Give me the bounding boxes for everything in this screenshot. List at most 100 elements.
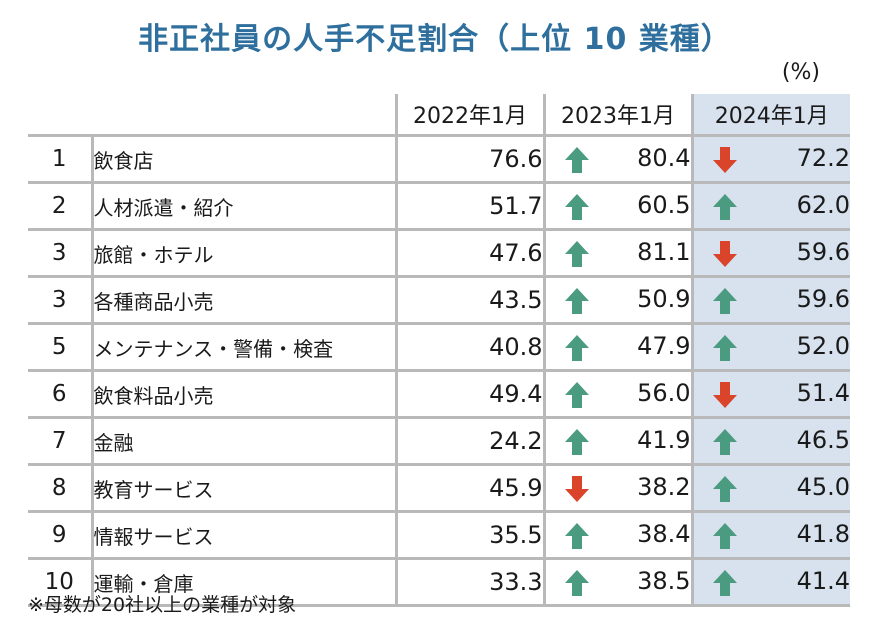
arrow-up-icon [564, 194, 589, 220]
value-2023: 38.2 [637, 473, 691, 501]
value-2022: 51.7 [489, 192, 543, 220]
value-2022: 40.8 [489, 333, 543, 361]
table-row: 7 金融 24.2 41.9 46.5 [28, 417, 850, 466]
value-2023-cell: 50.9 [544, 276, 694, 325]
value-2023: 38.4 [637, 520, 691, 548]
value-2023: 50.9 [637, 285, 691, 313]
industry-cell: 情報サービス [92, 511, 398, 560]
arrow-up-icon [564, 429, 589, 455]
value-2024-cell: 59.6 [692, 276, 850, 325]
value-2024: 52.0 [796, 332, 850, 360]
value-2023: 41.9 [637, 426, 691, 454]
value-2022-cell: 47.6 [396, 229, 546, 278]
rank-cell: 5 [28, 323, 94, 372]
value-2022-cell: 33.3 [396, 558, 546, 607]
value-2024: 41.8 [796, 520, 850, 548]
value-2024: 51.4 [796, 379, 850, 407]
arrow-up-icon [564, 523, 589, 549]
value-2022: 43.5 [489, 286, 543, 314]
arrow-up-icon [564, 382, 589, 408]
value-2024: 59.6 [796, 238, 850, 266]
arrow-up-icon [712, 429, 737, 455]
value-2022-cell: 45.9 [396, 464, 546, 513]
value-2023-cell: 38.5 [544, 558, 694, 607]
table-body: 1 飲食店 76.6 80.4 72.2 2 人材派遣・紹介 51.7 60.5 62.0 3 旅館・… [28, 135, 850, 607]
page-title: 非正社員の人手不足割合（上位 10 業種） [138, 22, 732, 57]
rank-cell: 3 [28, 229, 94, 278]
rank-cell: 1 [28, 135, 94, 184]
unit-label: (%) [781, 60, 820, 85]
header-2022: 2022年1月 [394, 94, 544, 137]
value-2022-cell: 49.4 [396, 370, 546, 419]
value-2024: 72.2 [796, 144, 850, 172]
value-2023: 80.4 [637, 144, 691, 172]
rank-cell: 8 [28, 464, 94, 513]
value-2024-cell: 45.0 [692, 464, 850, 513]
industry-cell: 人材派遣・紹介 [92, 182, 398, 231]
industry-cell: メンテナンス・警備・検査 [92, 323, 398, 372]
value-2022: 45.9 [489, 474, 543, 502]
value-2023: 60.5 [637, 191, 691, 219]
value-2022: 35.5 [489, 521, 543, 549]
value-2023-cell: 41.9 [544, 417, 694, 466]
value-2022-cell: 24.2 [396, 417, 546, 466]
industry-cell: 金融 [92, 417, 398, 466]
value-2022-cell: 76.6 [396, 135, 546, 184]
industry-cell: 教育サービス [92, 464, 398, 513]
table-row: 1 飲食店 76.6 80.4 72.2 [28, 135, 850, 184]
arrow-down-icon [712, 382, 737, 408]
rank-cell: 3 [28, 276, 94, 325]
value-2023-cell: 38.4 [544, 511, 694, 560]
arrow-up-icon [712, 335, 737, 361]
value-2024-cell: 72.2 [692, 135, 850, 184]
table-row: 2 人材派遣・紹介 51.7 60.5 62.0 [28, 182, 850, 231]
rank-cell: 7 [28, 417, 94, 466]
value-2024: 62.0 [796, 191, 850, 219]
value-2024-cell: 46.5 [692, 417, 850, 466]
industry-cell: 飲食料品小売 [92, 370, 398, 419]
value-2022: 49.4 [489, 380, 543, 408]
rank-cell: 10 [28, 558, 94, 607]
header-2024: 2024年1月 [690, 94, 850, 137]
value-2023-cell: 56.0 [544, 370, 694, 419]
value-2024-cell: 51.4 [692, 370, 850, 419]
value-2022-cell: 35.5 [396, 511, 546, 560]
value-2023-cell: 81.1 [544, 229, 694, 278]
value-2022: 24.2 [489, 427, 543, 455]
arrow-up-icon [564, 335, 589, 361]
value-2024: 45.0 [796, 473, 850, 501]
value-2023-cell: 80.4 [544, 135, 694, 184]
arrow-down-icon [712, 147, 737, 173]
value-2024-cell: 41.8 [692, 511, 850, 560]
footnote: ※母数が20社以上の業種が対象 [28, 594, 297, 616]
value-2024-cell: 41.4 [692, 558, 850, 607]
table-row: 5 メンテナンス・警備・検査 40.8 47.9 52.0 [28, 323, 850, 372]
value-2023: 56.0 [637, 379, 691, 407]
arrow-up-icon [712, 570, 737, 596]
arrow-up-icon [712, 194, 737, 220]
value-2024: 46.5 [796, 426, 850, 454]
table-row: 6 飲食料品小売 49.4 56.0 51.4 [28, 370, 850, 419]
arrow-up-icon [564, 241, 589, 267]
industry-cell: 運輸・倉庫 [92, 558, 398, 607]
value-2022: 33.3 [489, 568, 543, 596]
arrow-up-icon [564, 570, 589, 596]
arrow-up-icon [712, 288, 737, 314]
table-row: 9 情報サービス 35.5 38.4 41.8 [28, 511, 850, 560]
value-2024-cell: 59.6 [692, 229, 850, 278]
value-2023-cell: 60.5 [544, 182, 694, 231]
header-industry [92, 94, 396, 137]
header-rank [28, 94, 92, 137]
arrow-up-icon [712, 476, 737, 502]
industry-cell: 各種商品小売 [92, 276, 398, 325]
value-2022-cell: 51.7 [396, 182, 546, 231]
value-2024: 41.4 [796, 567, 850, 595]
value-2024: 59.6 [796, 285, 850, 313]
rank-cell: 9 [28, 511, 94, 560]
value-2023-cell: 47.9 [544, 323, 694, 372]
value-2022: 76.6 [489, 145, 543, 173]
value-2023: 38.5 [637, 567, 691, 595]
arrow-up-icon [564, 147, 589, 173]
arrow-up-icon [564, 288, 589, 314]
value-2022-cell: 40.8 [396, 323, 546, 372]
